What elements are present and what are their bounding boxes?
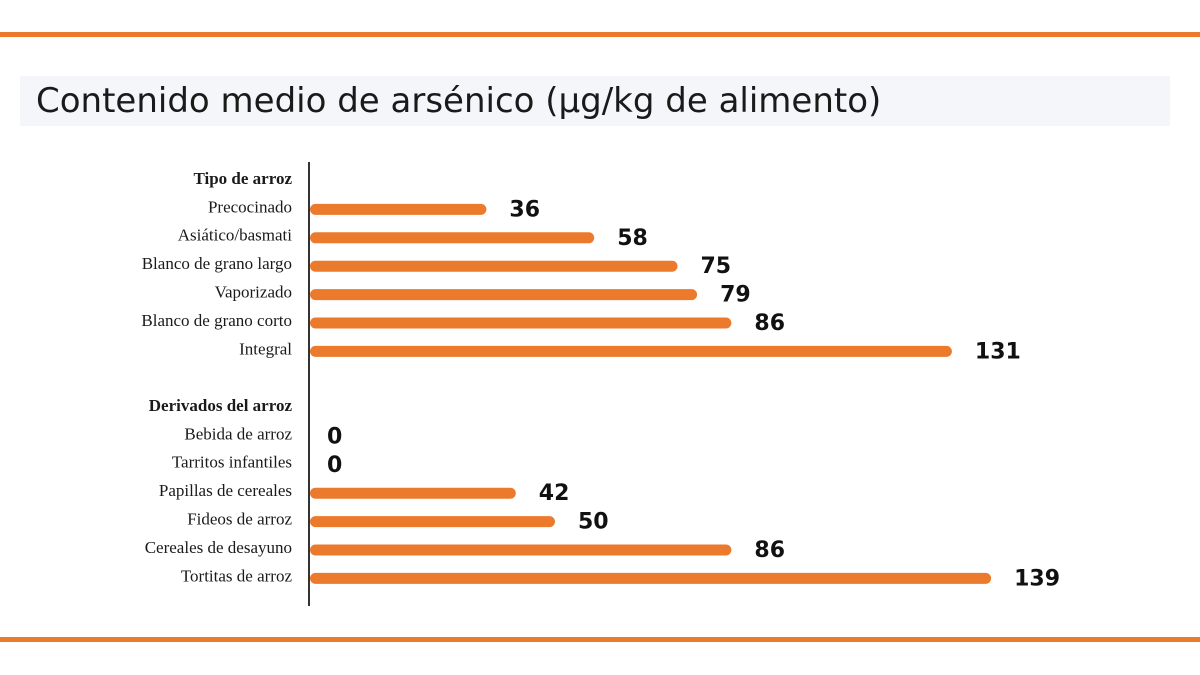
category-label: Asiático/basmati (178, 226, 293, 245)
data-label: 50 (578, 510, 609, 535)
group-label: Tipo de arroz (193, 169, 292, 188)
bottom-rule (0, 637, 1200, 642)
data-label: 86 (754, 311, 785, 336)
group-label: Derivados del arroz (149, 396, 293, 415)
data-label: 36 (509, 197, 540, 222)
title-background (20, 76, 1170, 126)
bar (310, 260, 678, 272)
data-label: 79 (720, 283, 751, 308)
data-label: 0 (327, 453, 342, 478)
bar (310, 232, 595, 244)
data-label: 86 (754, 538, 785, 563)
category-label: Cereales de desayuno (145, 538, 292, 557)
top-rule (0, 32, 1200, 37)
bar (310, 317, 732, 329)
category-label: Papillas de cereales (159, 481, 292, 500)
category-label: Blanco de grano corto (141, 311, 292, 330)
bar (310, 203, 487, 215)
bar (310, 487, 516, 499)
category-label: Vaporizado (215, 283, 292, 302)
bar (310, 289, 698, 301)
category-label: Integral (239, 339, 292, 358)
chart-title: Contenido medio de arsénico (µg/kg de al… (36, 81, 882, 121)
data-label: 0 (327, 424, 342, 449)
category-label: Bebida de arroz (184, 424, 292, 443)
data-label: 58 (617, 226, 648, 251)
bar (310, 544, 732, 556)
bar (310, 516, 555, 528)
category-label: Tortitas de arroz (181, 566, 293, 585)
data-label: 131 (975, 339, 1021, 364)
bar (310, 572, 992, 584)
bar (310, 345, 952, 357)
category-label: Tarritos infantiles (172, 453, 292, 472)
category-label: Blanco de grano largo (142, 254, 292, 273)
data-label: 42 (539, 481, 570, 506)
data-label: 75 (701, 254, 732, 279)
data-label: 139 (1014, 566, 1060, 591)
category-label: Precocinado (208, 197, 292, 216)
category-label: Fideos de arroz (187, 510, 292, 529)
